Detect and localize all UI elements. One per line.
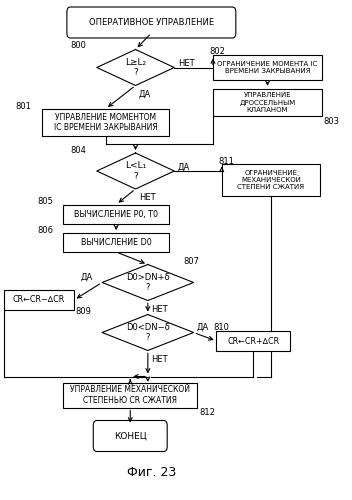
- Text: 801: 801: [16, 102, 32, 111]
- Text: 809: 809: [76, 308, 92, 316]
- Text: КОНЕЦ: КОНЕЦ: [114, 432, 147, 440]
- Text: ОГРАНИЧЕНИЕ
МЕХАНИЧЕСКОЙ
СТЕПЕНИ СЖАТИЯ: ОГРАНИЧЕНИЕ МЕХАНИЧЕСКОЙ СТЕПЕНИ СЖАТИЯ: [238, 170, 304, 190]
- Text: ДА: ДА: [197, 323, 209, 332]
- Text: 803: 803: [324, 116, 340, 126]
- Text: НЕТ: НЕТ: [178, 59, 194, 68]
- Bar: [213, 88, 322, 116]
- Text: 805: 805: [37, 198, 53, 206]
- Text: L≥L₂
?: L≥L₂ ?: [125, 58, 146, 77]
- Text: L<L₁
?: L<L₁ ?: [125, 162, 146, 180]
- Text: ВЫЧИСЛЕНИЕ D0: ВЫЧИСЛЕНИЕ D0: [81, 238, 151, 247]
- Text: УПРАВЛЕНИЕ
ДРОССЕЛЬНЫМ
КЛАПАНОМ: УПРАВЛЕНИЕ ДРОССЕЛЬНЫМ КЛАПАНОМ: [239, 92, 296, 112]
- Text: ДА: ДА: [178, 162, 190, 172]
- Text: 802: 802: [209, 47, 225, 56]
- Bar: [63, 233, 169, 252]
- FancyBboxPatch shape: [93, 420, 167, 452]
- Bar: [213, 56, 322, 80]
- Text: УПРАВЛЕНИЕ МОМЕНТОМ
IC ВРЕМЕНИ ЗАКРЫВАНИЯ: УПРАВЛЕНИЕ МОМЕНТОМ IC ВРЕМЕНИ ЗАКРЫВАНИ…: [54, 113, 157, 132]
- Text: CR←CR+∆CR: CR←CR+∆CR: [227, 336, 279, 345]
- Bar: [42, 109, 169, 136]
- Text: НЕТ: НЕТ: [151, 305, 168, 314]
- Text: ДА: ДА: [139, 90, 151, 99]
- Text: ВЫЧИСЛЕНИЕ P0, T0: ВЫЧИСЛЕНИЕ P0, T0: [74, 210, 158, 218]
- Text: 804: 804: [70, 146, 86, 155]
- Polygon shape: [97, 50, 174, 86]
- Text: ОПЕРАТИВНОЕ УПРАВЛЕНИЕ: ОПЕРАТИВНОЕ УПРАВЛЕНИЕ: [89, 18, 214, 27]
- Text: 807: 807: [183, 258, 199, 266]
- Text: 812: 812: [199, 408, 215, 417]
- Bar: [216, 331, 290, 351]
- Text: НЕТ: НЕТ: [151, 355, 168, 364]
- Bar: [222, 164, 320, 196]
- Text: 811: 811: [218, 157, 234, 166]
- Text: CR←CR−∆CR: CR←CR−∆CR: [13, 296, 65, 304]
- Text: НЕТ: НЕТ: [139, 194, 156, 202]
- Bar: [4, 290, 74, 310]
- Text: 806: 806: [37, 226, 53, 235]
- Polygon shape: [97, 153, 174, 189]
- Text: ДА: ДА: [81, 273, 93, 282]
- Bar: [63, 382, 197, 407]
- Text: Фиг. 23: Фиг. 23: [127, 466, 176, 479]
- Text: 810: 810: [213, 322, 229, 332]
- Polygon shape: [102, 314, 194, 350]
- Polygon shape: [102, 264, 194, 300]
- FancyBboxPatch shape: [67, 7, 236, 38]
- Text: ОГРАНИЧЕНИЕ МОМЕНТА IC
ВРЕМЕНИ ЗАКРЫВАНИЯ: ОГРАНИЧЕНИЕ МОМЕНТА IC ВРЕМЕНИ ЗАКРЫВАНИ…: [218, 61, 318, 74]
- Text: D0<DN−δ
?: D0<DN−δ ?: [126, 323, 170, 342]
- Text: D0>DN+δ
?: D0>DN+δ ?: [126, 273, 170, 292]
- Bar: [63, 204, 169, 224]
- Text: УПРАВЛЕНИЕ МЕХАНИЧЕСКОЙ
СТЕПЕНЬЮ CR СЖАТИЯ: УПРАВЛЕНИЕ МЕХАНИЧЕСКОЙ СТЕПЕНЬЮ CR СЖАТ…: [70, 386, 190, 404]
- Text: 800: 800: [70, 41, 86, 50]
